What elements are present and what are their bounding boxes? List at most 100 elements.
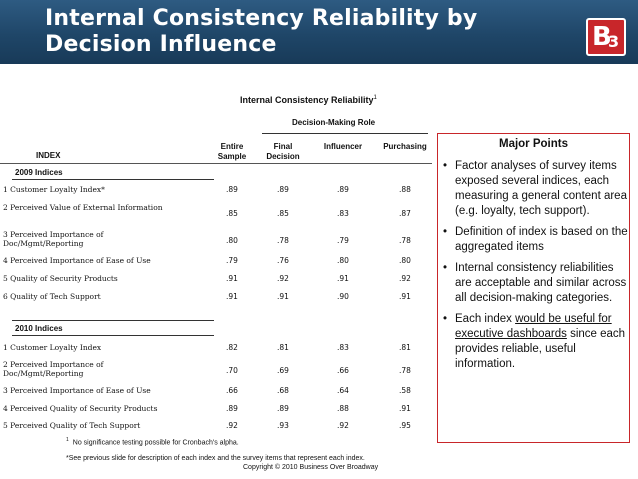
cell-value: .78 — [277, 236, 289, 245]
column-header-line: Sample — [217, 152, 247, 161]
bullet-icon: • — [443, 160, 448, 172]
cell-value: .85 — [277, 209, 289, 218]
cell-value: .66 — [226, 386, 238, 395]
cell-value: .83 — [337, 343, 349, 352]
cell-value: .78 — [399, 236, 411, 245]
slide-header: Internal Consistency Reliability by Deci… — [0, 0, 638, 64]
b3-logo: B 3 — [586, 18, 626, 56]
row-label: 5 Quality of Security Products — [3, 274, 118, 283]
cell-value: .89 — [337, 185, 349, 194]
cell-value: .92 — [226, 421, 238, 430]
table-title: Internal Consistency Reliability1 — [240, 95, 420, 105]
row-label: 2 Perceived Value of External Informatio… — [3, 203, 163, 212]
major-points-list: • Factor analyses of survey items expose… — [443, 159, 628, 378]
column-header-influencer: Influencer — [313, 142, 373, 152]
section-rule-2010 — [12, 335, 214, 336]
header-rule — [0, 163, 432, 164]
bullet-icon: • — [443, 313, 448, 325]
footnote-mark: 1 — [66, 437, 69, 443]
column-header-purchasing: Purchasing — [375, 142, 435, 152]
row-label: 4 Perceived Quality of Security Products — [3, 404, 158, 413]
point-text: Each index would be useful for executive… — [455, 313, 625, 370]
cell-value: .89 — [226, 404, 238, 413]
cell-value: .68 — [277, 386, 289, 395]
row-label: 5 Perceived Quality of Tech Support — [3, 421, 141, 430]
cell-value: .66 — [337, 366, 349, 375]
row-label: 4 Perceived Importance of Ease of Use — [3, 256, 151, 265]
cell-value: .91 — [399, 292, 411, 301]
cell-value: .93 — [277, 421, 289, 430]
row-label: 1 Customer Loyalty Index — [3, 343, 102, 352]
cell-value: .95 — [399, 421, 411, 430]
cell-value: .92 — [399, 274, 411, 283]
cell-value: .89 — [226, 185, 238, 194]
copyright-notice: Copyright © 2010 Business Over Broadway — [243, 464, 379, 471]
cell-value: .85 — [226, 209, 238, 218]
cell-value: .89 — [277, 404, 289, 413]
section-label-2010: 2010 Indices — [15, 324, 63, 333]
footnote-text: No significance testing possible for Cro… — [72, 439, 239, 447]
cell-value: .79 — [337, 236, 349, 245]
point-text-underlined: would be useful for executive dashboards — [455, 313, 612, 340]
cell-value: .81 — [277, 343, 289, 352]
cell-value: .89 — [277, 185, 289, 194]
table-title-text: Internal Consistency Reliability — [240, 95, 374, 105]
cell-value: .92 — [277, 274, 289, 283]
cell-value: .70 — [226, 366, 238, 375]
row-label: 1 Customer Loyalty Index* — [3, 185, 105, 194]
point-text-pre: Each index — [455, 313, 516, 325]
group-header-rule — [262, 133, 428, 134]
footnote-cronbach: 1 No significance testing possible for Cr… — [66, 437, 239, 446]
point-text: Factor analyses of survey items exposed … — [455, 160, 627, 217]
cell-value: .91 — [226, 292, 238, 301]
column-header-final-decision: Final Decision — [253, 142, 313, 162]
list-item: • Definition of index is based on the ag… — [443, 225, 628, 255]
cell-value: .58 — [399, 386, 411, 395]
point-text-post: since each provides reliable, useful inf… — [455, 328, 626, 370]
cell-value: .78 — [399, 366, 411, 375]
cell-value: .64 — [337, 386, 349, 395]
index-column-header: INDEX — [36, 151, 61, 160]
cell-value: .91 — [226, 274, 238, 283]
slide-title-line1: Internal Consistency Reliability by — [45, 6, 478, 31]
row-label: 6 Quality of Tech Support — [3, 292, 101, 301]
section-label-2009: 2009 Indices — [15, 168, 63, 177]
column-header-line: Purchasing — [383, 142, 427, 151]
column-header-line: Entire — [220, 142, 244, 151]
point-text: Definition of index is based on the aggr… — [455, 226, 628, 253]
cell-value: .80 — [337, 256, 349, 265]
cell-value: .80 — [399, 256, 411, 265]
cell-value: .91 — [399, 404, 411, 413]
cell-value: .91 — [337, 274, 349, 283]
cell-value: .87 — [399, 209, 411, 218]
column-header-entire-sample: Entire Sample — [202, 142, 262, 162]
cell-value: .69 — [277, 366, 289, 375]
major-points-box: Major Points • Factor analyses of survey… — [437, 133, 630, 443]
cell-value: .79 — [226, 256, 238, 265]
list-item: • Internal consistency reliabilities are… — [443, 261, 628, 306]
table-title-footnote-mark: 1 — [373, 95, 377, 101]
slide-title: Internal Consistency Reliability by Deci… — [45, 6, 565, 58]
cell-value: .88 — [399, 185, 411, 194]
section-rule-2009 — [12, 179, 214, 180]
cell-value: .90 — [337, 292, 349, 301]
cell-value: .81 — [399, 343, 411, 352]
column-header-line: Influencer — [323, 142, 363, 151]
bullet-icon: • — [443, 262, 448, 274]
point-text: Internal consistency reliabilities are a… — [455, 262, 627, 304]
list-item: • Factor analyses of survey items expose… — [443, 159, 628, 219]
logo-letter: B — [592, 22, 612, 52]
logo-number: 3 — [608, 32, 620, 51]
cell-value: .76 — [277, 256, 289, 265]
column-header-line: Decision — [266, 152, 300, 161]
column-header-line: Final — [273, 142, 293, 151]
row-label: 3 Perceived Importance of Ease of Use — [3, 386, 151, 395]
cell-value: .91 — [277, 292, 289, 301]
cell-value: .82 — [226, 343, 238, 352]
row-label: 3 Perceived Importance of Doc/Mgmt/Repor… — [3, 230, 104, 248]
row-label: 2 Perceived Importance of Doc/Mgmt/Repor… — [3, 360, 104, 378]
slide-title-line2: Decision Influence — [45, 32, 277, 57]
footnote-index-description: *See previous slide for description of e… — [66, 455, 365, 462]
section-rule-2010-top — [12, 320, 214, 321]
cell-value: .80 — [226, 236, 238, 245]
